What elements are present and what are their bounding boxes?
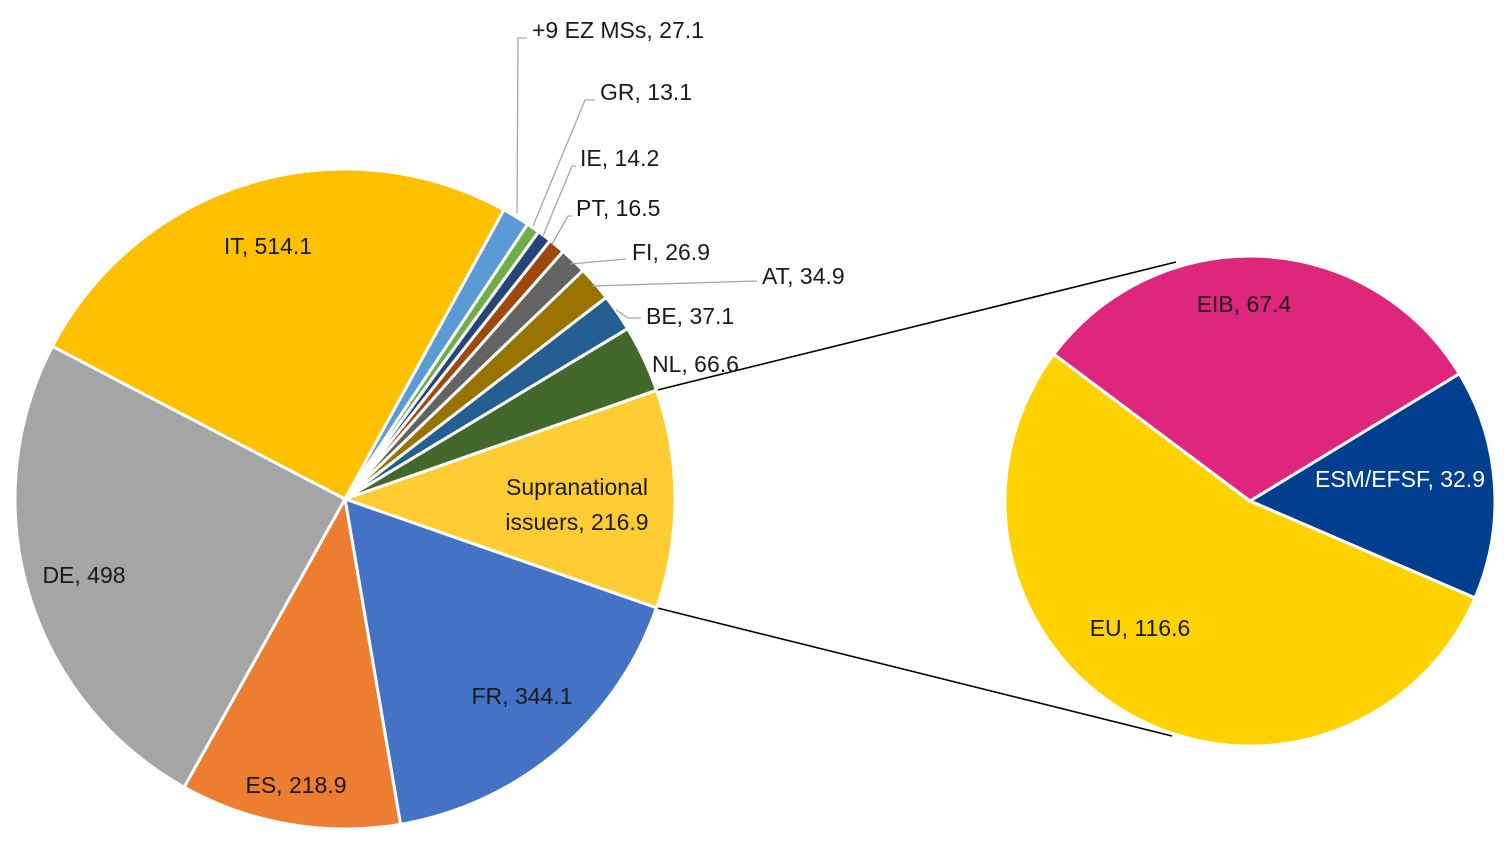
slice-fr bbox=[343, 497, 659, 826]
leader-line-be bbox=[615, 309, 641, 319]
data-label-9-ez-mss: +9 EZ MSs, 27.1 bbox=[532, 17, 704, 43]
main-pie bbox=[13, 167, 677, 831]
data-label-it: IT, 514.1 bbox=[224, 233, 312, 259]
data-label-es: ES, 218.9 bbox=[245, 772, 346, 798]
leader-line-ie bbox=[542, 165, 576, 237]
data-label-eib: EIB, 67.4 bbox=[1197, 291, 1292, 317]
data-label-fr: FR, 344.1 bbox=[472, 683, 573, 709]
leader-line-9-ez-mss bbox=[516, 37, 527, 214]
data-label-eu: EU, 116.6 bbox=[1090, 615, 1191, 641]
leader-line-gr bbox=[532, 99, 595, 227]
data-label-pt: PT, 16.5 bbox=[576, 195, 660, 221]
slice-eib bbox=[1052, 254, 1461, 503]
data-label-supranational-issuers-line1: Supranational bbox=[506, 474, 648, 500]
data-label-fi: FI, 26.9 bbox=[632, 239, 710, 265]
data-label-nl: NL, 66.6 bbox=[652, 351, 739, 377]
data-label-gr: GR, 13.1 bbox=[600, 79, 692, 105]
slice-es bbox=[182, 497, 402, 831]
leader-line-at bbox=[591, 280, 758, 287]
breakdown-pie bbox=[1003, 254, 1497, 748]
data-label-at: AT, 34.9 bbox=[762, 263, 845, 289]
data-label-ie: IE, 14.2 bbox=[580, 145, 659, 171]
data-label-be: BE, 37.1 bbox=[646, 303, 734, 329]
slice-eu bbox=[1003, 352, 1477, 748]
leader-line-pt bbox=[551, 215, 572, 245]
slice-esm-efsf bbox=[1248, 372, 1497, 600]
data-label-de: DE, 498 bbox=[42, 562, 125, 588]
leader-line-fi bbox=[569, 258, 627, 265]
slice-supranational-issuers bbox=[343, 388, 677, 610]
connector-line-top bbox=[656, 261, 1177, 391]
connector-line-bottom bbox=[656, 607, 1173, 737]
slice-nl bbox=[343, 327, 659, 501]
slice-it bbox=[50, 167, 506, 501]
data-label-esm-efsf: ESM/EFSF, 32.9 bbox=[1315, 466, 1485, 492]
data-label-supranational-issuers-line2: issuers, 216.9 bbox=[505, 509, 648, 535]
